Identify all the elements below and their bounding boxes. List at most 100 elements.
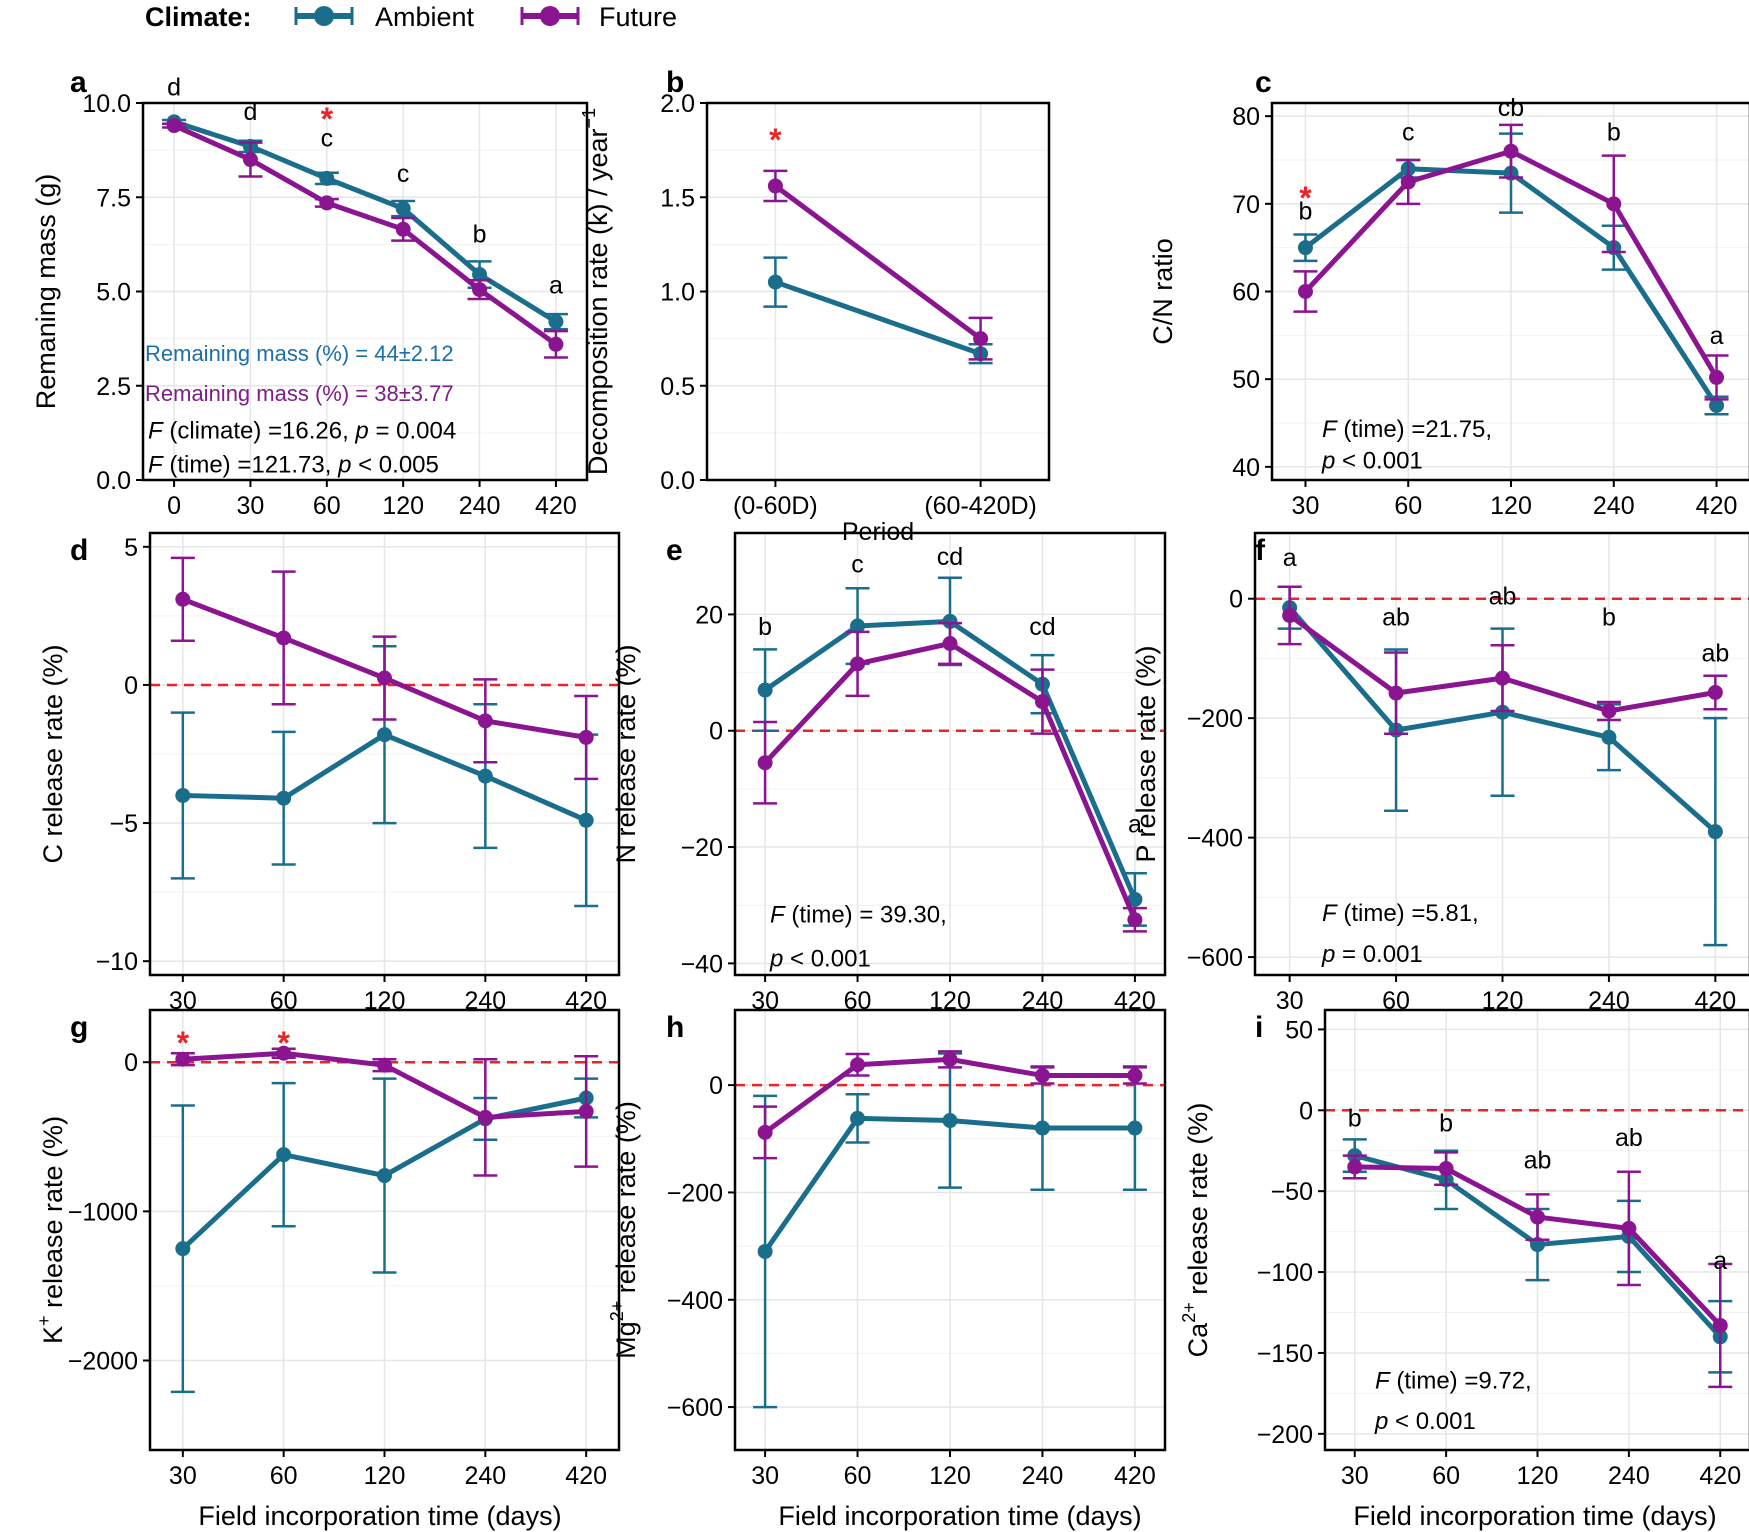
panel-label-i: i (1255, 1011, 1263, 1044)
series-line (173, 123, 558, 347)
y-tick-label: −400 (667, 1287, 723, 1315)
significance-letter: c (851, 551, 864, 579)
x-axis-title-col2: Field incorporation time (days) (778, 1501, 1141, 1531)
legend-label-future: Future (599, 2, 677, 32)
significance-letter: d (167, 73, 181, 101)
significance-letter: cd (937, 543, 963, 571)
x-tick-label: 60 (844, 1462, 872, 1490)
legend-key-ambient (294, 6, 354, 26)
data-point (942, 613, 958, 629)
x-tick-label: 60 (313, 492, 341, 520)
y-tick-label: −600 (1187, 944, 1243, 972)
x-axis-title-col3: Field incorporation time (days) (1353, 1501, 1716, 1531)
x-tick-label: 420 (1699, 1462, 1741, 1490)
data-point (472, 267, 488, 283)
y-tick-label: 2.0 (660, 90, 695, 118)
y-axis-title: Remaning mass (g) (31, 174, 61, 410)
data-point (477, 713, 493, 729)
y-axis-title: Decomposition rate (k) / year−1 (579, 108, 613, 475)
data-point (1297, 284, 1313, 299)
y-axis-title: C/N ratio (1148, 238, 1178, 345)
x-tick-label: 240 (459, 492, 501, 520)
y-tick-label: 80 (1232, 103, 1260, 131)
stats-text: F (time) = 39.30, (770, 902, 947, 929)
x-tick-label: 30 (237, 492, 265, 520)
series-future (1293, 123, 1729, 401)
data-point (395, 221, 411, 237)
panel-label-d: d (70, 534, 88, 567)
data-point (942, 636, 958, 651)
significance-star: * (1299, 180, 1312, 216)
panel-h: −600 −400 −200 0 30 60 120 240 420 Mg2+ release r… (607, 1008, 1167, 1490)
significance-letter: b (473, 220, 487, 248)
x-tick-label: 120 (364, 1462, 406, 1490)
y-tick-label: −10 (96, 948, 138, 976)
y-tick-label: 20 (695, 601, 723, 629)
data-point (1127, 1067, 1143, 1083)
significance-letter: c (1402, 119, 1415, 147)
data-point (1438, 1161, 1454, 1177)
x-tick-label: 0 (167, 492, 181, 520)
data-point (1601, 729, 1617, 745)
stats-text: F (climate) =16.26, p = 0.004 (148, 418, 456, 445)
data-point (1712, 1317, 1728, 1333)
y-tick-label: 0 (1299, 1097, 1313, 1125)
stats-text: p < 0.001 (1321, 448, 1423, 475)
y-tick-label: 0 (1229, 586, 1243, 614)
data-point (472, 282, 488, 298)
y-tick-label: −150 (1257, 1340, 1313, 1368)
data-point (1621, 1220, 1637, 1236)
significance-star: * (177, 1025, 190, 1061)
data-point (1297, 240, 1313, 256)
significance-star: * (769, 122, 782, 158)
y-axis-title: N release rate (%) (611, 644, 641, 863)
annotation-text: Remaining mass (%) = 38±3.77 (145, 381, 454, 406)
data-point (395, 201, 411, 217)
data-point (276, 630, 292, 646)
data-point (850, 618, 866, 634)
stats-text: F (time) =9.72, (1375, 1368, 1532, 1395)
significance-letter: a (549, 271, 563, 299)
x-tick-label: 30 (1292, 492, 1320, 520)
stats-text: p = 0.001 (1321, 941, 1423, 968)
x-tick-label: 240 (1022, 1462, 1064, 1490)
data-point (548, 336, 564, 352)
significance-letter: b (758, 613, 772, 641)
data-point (175, 1241, 191, 1257)
y-tick-label: 0 (124, 1049, 138, 1077)
panel-label-f: f (1255, 534, 1266, 567)
series-future (1342, 1151, 1733, 1389)
data-point (166, 118, 182, 134)
x-tick-label: 120 (929, 1462, 971, 1490)
y-tick-label: −200 (1257, 1421, 1313, 1449)
y-axis-title: Mg2+ release rate (%) (607, 1101, 641, 1359)
y-axis-title: K+ release rate (%) (34, 1116, 68, 1344)
significance-letter: b (1607, 119, 1621, 147)
significance-letter: b (1348, 1104, 1362, 1132)
data-point (1388, 685, 1404, 701)
data-point (1503, 143, 1519, 159)
data-point (1606, 196, 1622, 212)
y-tick-label: 0.5 (660, 373, 695, 401)
y-axis-title: C release rate (%) (38, 644, 68, 863)
data-point (1127, 1120, 1143, 1136)
panel-label-a: a (70, 66, 87, 99)
significance-letter: b (1439, 1109, 1453, 1137)
data-point (477, 1109, 493, 1125)
stats-text: p < 0.001 (1374, 1408, 1476, 1435)
series-future (170, 556, 599, 781)
data-point (276, 1147, 292, 1163)
panel-label-e: e (666, 534, 683, 567)
data-point (377, 670, 392, 686)
x-tick-label: (0-60D) (733, 492, 818, 520)
x-tick-label: 240 (1593, 492, 1635, 520)
x-tick-label: 120 (1490, 492, 1532, 520)
x-tick-label: 240 (464, 1462, 506, 1490)
significance-letter: cd (1029, 613, 1055, 641)
data-point (377, 1168, 392, 1184)
x-tick-label: 420 (1114, 1462, 1156, 1490)
data-point (767, 178, 783, 194)
y-tick-label: 1.5 (660, 184, 695, 212)
